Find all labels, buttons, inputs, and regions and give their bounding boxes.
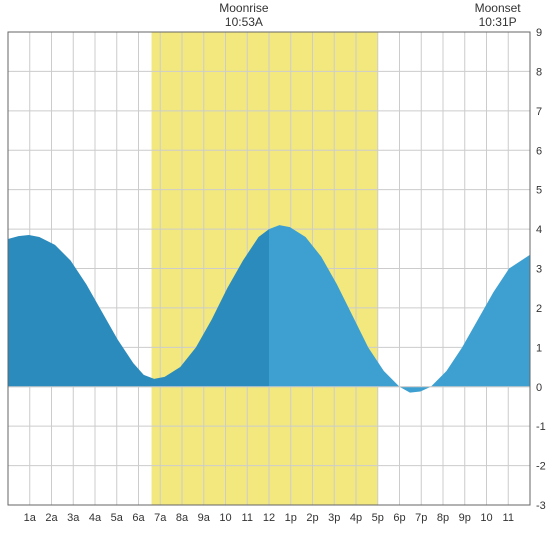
- moonset-label: Moonset: [475, 1, 522, 15]
- chart-svg: -3-2-101234567891a2a3a4a5a6a7a8a9a101112…: [0, 0, 550, 550]
- x-tick-label: 10: [219, 512, 231, 524]
- tide-chart: -3-2-101234567891a2a3a4a5a6a7a8a9a101112…: [0, 0, 550, 550]
- moonrise-label: Moonrise: [219, 1, 269, 15]
- y-tick-label: 3: [536, 264, 542, 276]
- x-tick-label: 2p: [306, 512, 318, 524]
- x-tick-label: 8p: [437, 512, 449, 524]
- x-tick-label: 4p: [350, 512, 362, 524]
- x-tick-label: 3p: [328, 512, 340, 524]
- x-tick-label: 1a: [24, 512, 37, 524]
- x-tick-label: 11: [242, 512, 253, 524]
- x-tick-label: 5p: [372, 512, 384, 524]
- y-tick-label: 8: [536, 66, 542, 78]
- x-tick-label: 10: [480, 512, 492, 524]
- y-tick-label: 5: [536, 185, 542, 197]
- x-tick-label: 5a: [111, 512, 124, 524]
- x-tick-label: 1p: [285, 512, 297, 524]
- y-tick-label: 0: [536, 382, 542, 394]
- x-tick-label: 9a: [198, 512, 211, 524]
- x-tick-label: 2a: [45, 512, 58, 524]
- y-tick-label: 9: [536, 27, 542, 39]
- y-tick-label: 4: [536, 224, 542, 236]
- y-tick-label: -2: [536, 461, 546, 473]
- x-tick-label: 3a: [67, 512, 80, 524]
- y-tick-label: -3: [536, 500, 546, 512]
- x-tick-label: 6a: [132, 512, 145, 524]
- x-tick-label: 12: [263, 512, 275, 524]
- x-tick-label: 9p: [459, 512, 471, 524]
- x-tick-label: 6p: [393, 512, 405, 524]
- x-tick-label: 7a: [154, 512, 167, 524]
- y-tick-label: 7: [536, 106, 542, 118]
- x-tick-label: 7p: [415, 512, 427, 524]
- moonset-value: 10:31P: [479, 15, 517, 29]
- y-tick-label: -1: [536, 421, 546, 433]
- x-tick-label: 8a: [176, 512, 189, 524]
- y-tick-label: 6: [536, 145, 542, 157]
- y-tick-label: 2: [536, 303, 542, 315]
- x-tick-label: 11: [503, 512, 514, 524]
- y-tick-label: 1: [536, 342, 542, 354]
- x-tick-label: 4a: [89, 512, 102, 524]
- moonrise-value: 10:53A: [225, 15, 263, 29]
